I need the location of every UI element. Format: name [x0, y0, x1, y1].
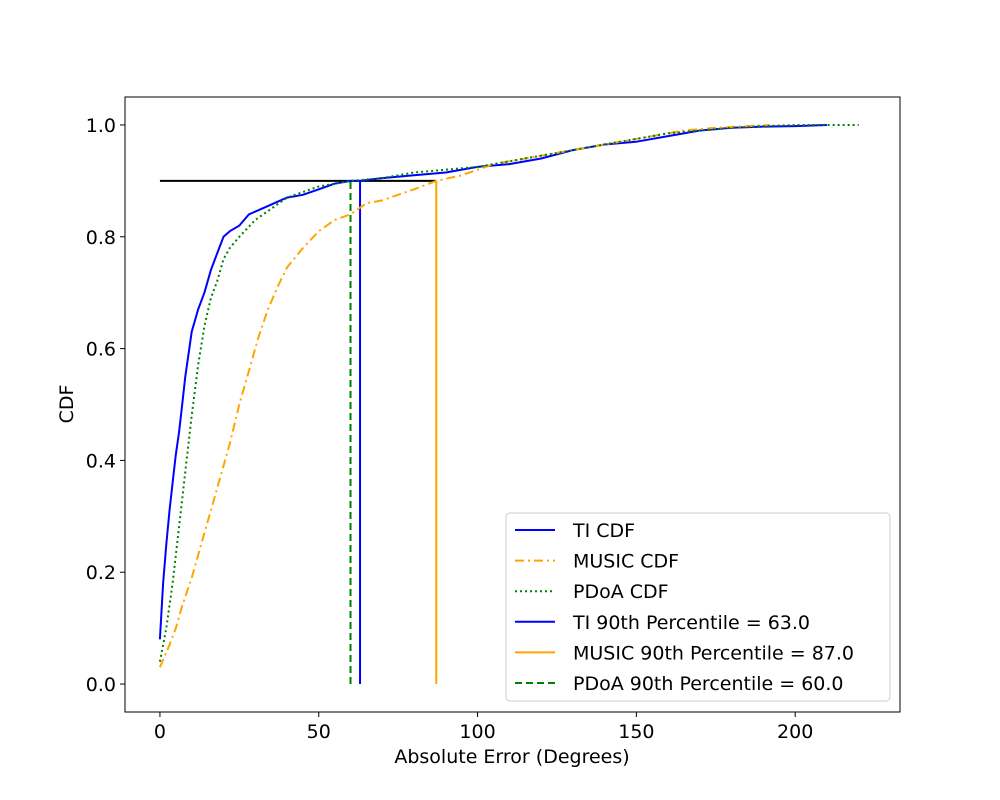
y-tick-label: 1.0 — [86, 115, 116, 137]
y-tick-label: 0.8 — [86, 227, 116, 249]
x-tick-label: 200 — [777, 721, 813, 743]
legend-box — [505, 512, 891, 702]
y-tick-label: 0.2 — [86, 562, 116, 584]
x-axis-ticks: 0 50 100 150 200 — [154, 712, 813, 743]
x-tick-label: 0 — [154, 721, 166, 743]
legend-label-ti-90th-percentile-63-0: TI 90th Percentile = 63.0 — [572, 612, 810, 634]
legend-label-pdoa-90th-percentile-60-0: PDoA 90th Percentile = 60.0 — [573, 673, 844, 695]
y-tick-label: 0.4 — [86, 450, 116, 472]
y-tick-label: 0.0 — [86, 674, 116, 696]
y-axis-ticks: 0.0 0.2 0.4 0.6 0.8 1.0 — [86, 115, 125, 696]
y-tick-label: 0.6 — [86, 339, 116, 361]
legend-label-music-cdf: MUSIC CDF — [573, 551, 679, 573]
legend-label-music-90th-percentile-87-0: MUSIC 90th Percentile = 87.0 — [573, 642, 854, 664]
legend-label-pdoa-cdf: PDoA CDF — [573, 581, 669, 603]
x-axis-title: Absolute Error (Degrees) — [394, 746, 629, 768]
x-tick-label: 150 — [618, 721, 654, 743]
chart-marks — [158, 124, 859, 685]
x-tick-label: 100 — [459, 721, 495, 743]
x-tick-label: 50 — [307, 721, 331, 743]
legend-label-ti-cdf: TI CDF — [572, 520, 635, 542]
legend: TI CDF MUSIC CDF PDoA CDF TI 90th Percentil… — [505, 512, 891, 702]
pdoa-cdf-line — [158, 124, 859, 662]
y-axis-title: CDF — [56, 385, 78, 424]
